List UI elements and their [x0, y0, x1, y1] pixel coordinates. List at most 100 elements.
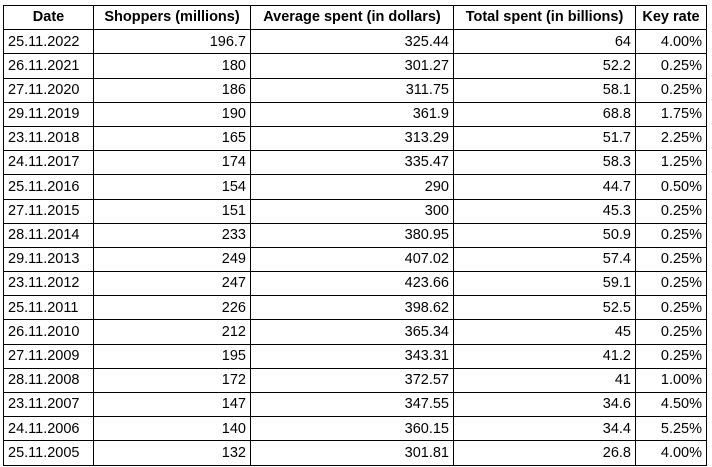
shoppers-cell[interactable]: 249	[93, 246, 251, 273]
header-key-rate[interactable]: Key rate	[635, 4, 707, 31]
date-cell[interactable]: 24.11.2006	[3, 416, 94, 442]
header-average-spent[interactable]: Average spent (in dollars)	[250, 4, 454, 31]
shoppers-cell[interactable]: 233	[93, 222, 251, 248]
total-spent-cell[interactable]: 41.2	[453, 343, 636, 369]
shoppers-cell[interactable]: 151	[93, 198, 251, 224]
average-spent-cell[interactable]: 343.31	[250, 343, 454, 369]
key-rate-cell[interactable]: 0.25%	[635, 271, 707, 297]
shoppers-cell[interactable]: 212	[93, 319, 251, 345]
date-cell[interactable]: 25.11.2011	[3, 295, 94, 321]
key-rate-cell[interactable]: 4.50%	[635, 391, 707, 418]
key-rate-cell[interactable]: 0.25%	[635, 198, 707, 224]
date-cell[interactable]: 29.11.2013	[3, 246, 94, 273]
date-cell[interactable]: 27.11.2015	[3, 198, 94, 224]
key-rate-cell[interactable]: 0.25%	[635, 222, 707, 248]
total-spent-cell[interactable]: 52.2	[453, 53, 636, 79]
shoppers-cell[interactable]: 196.7	[93, 29, 251, 55]
total-spent-cell[interactable]: 51.7	[453, 125, 636, 152]
shoppers-cell[interactable]: 247	[93, 271, 251, 297]
average-spent-cell[interactable]: 372.57	[250, 367, 454, 394]
total-spent-cell[interactable]: 26.8	[453, 440, 636, 466]
average-spent-cell[interactable]: 360.15	[250, 416, 454, 442]
shoppers-cell[interactable]: 174	[93, 150, 251, 176]
total-spent-cell[interactable]: 45.3	[453, 198, 636, 224]
average-spent-cell[interactable]: 365.34	[250, 319, 454, 345]
key-rate-cell[interactable]: 5.25%	[635, 416, 707, 442]
header-total-spent[interactable]: Total spent (in billions)	[453, 4, 636, 31]
key-rate-cell[interactable]: 1.75%	[635, 101, 707, 127]
total-spent-cell[interactable]: 52.5	[453, 295, 636, 321]
date-cell[interactable]: 27.11.2020	[3, 77, 94, 103]
date-cell[interactable]: 29.11.2019	[3, 101, 94, 127]
total-spent-cell[interactable]: 50.9	[453, 222, 636, 248]
key-rate-cell[interactable]: 0.50%	[635, 174, 707, 200]
date-cell[interactable]: 26.11.2021	[3, 53, 94, 79]
average-spent-cell[interactable]: 313.29	[250, 125, 454, 152]
average-spent-cell[interactable]: 301.81	[250, 440, 454, 466]
average-spent-cell[interactable]: 407.02	[250, 246, 454, 273]
header-shoppers[interactable]: Shoppers (millions)	[93, 4, 251, 31]
total-spent-cell[interactable]: 57.4	[453, 246, 636, 273]
shoppers-cell[interactable]: 165	[93, 125, 251, 152]
spreadsheet: Date Shoppers (millions) Average spent (…	[3, 4, 707, 466]
average-spent-cell[interactable]: 423.66	[250, 271, 454, 297]
total-spent-cell[interactable]: 41	[453, 367, 636, 394]
shoppers-cell[interactable]: 147	[93, 391, 251, 418]
table-row: 26.11.2010 212 365.34 45 0.25%	[3, 319, 707, 345]
total-spent-cell[interactable]: 34.4	[453, 416, 636, 442]
table-row: 25.11.2011 226 398.62 52.5 0.25%	[3, 295, 707, 321]
total-spent-cell[interactable]: 59.1	[453, 271, 636, 297]
average-spent-cell[interactable]: 335.47	[250, 150, 454, 176]
average-spent-cell[interactable]: 290	[250, 174, 454, 200]
key-rate-cell[interactable]: 1.00%	[635, 367, 707, 394]
date-cell[interactable]: 25.11.2022	[3, 29, 94, 55]
average-spent-cell[interactable]: 361.9	[250, 101, 454, 127]
date-cell[interactable]: 28.11.2014	[3, 222, 94, 248]
key-rate-cell[interactable]: 2.25%	[635, 125, 707, 152]
total-spent-cell[interactable]: 58.3	[453, 150, 636, 176]
total-spent-cell[interactable]: 34.6	[453, 391, 636, 418]
total-spent-cell[interactable]: 68.8	[453, 101, 636, 127]
date-cell[interactable]: 24.11.2017	[3, 150, 94, 176]
key-rate-cell[interactable]: 4.00%	[635, 440, 707, 466]
table-body: 25.11.2022 196.7 325.44 64 4.00% 26.11.2021 18…	[3, 29, 707, 466]
key-rate-cell[interactable]: 4.00%	[635, 29, 707, 55]
average-spent-cell[interactable]: 347.55	[250, 391, 454, 418]
key-rate-cell[interactable]: 0.25%	[635, 53, 707, 79]
shoppers-cell[interactable]: 186	[93, 77, 251, 103]
key-rate-cell[interactable]: 0.25%	[635, 295, 707, 321]
shoppers-cell[interactable]: 140	[93, 416, 251, 442]
header-date[interactable]: Date	[3, 4, 94, 31]
total-spent-cell[interactable]: 64	[453, 29, 636, 55]
shoppers-cell[interactable]: 154	[93, 174, 251, 200]
key-rate-cell[interactable]: 1.25%	[635, 150, 707, 176]
key-rate-cell[interactable]: 0.25%	[635, 77, 707, 103]
date-cell[interactable]: 26.11.2010	[3, 319, 94, 345]
date-cell[interactable]: 25.11.2005	[3, 440, 94, 466]
shoppers-cell[interactable]: 172	[93, 367, 251, 394]
shoppers-cell[interactable]: 132	[93, 440, 251, 466]
key-rate-cell[interactable]: 0.25%	[635, 319, 707, 345]
average-spent-cell[interactable]: 380.95	[250, 222, 454, 248]
table-row: 29.11.2019 190 361.9 68.8 1.75%	[3, 101, 707, 127]
shoppers-cell[interactable]: 190	[93, 101, 251, 127]
date-cell[interactable]: 23.11.2012	[3, 271, 94, 297]
total-spent-cell[interactable]: 58.1	[453, 77, 636, 103]
date-cell[interactable]: 27.11.2009	[3, 343, 94, 369]
average-spent-cell[interactable]: 311.75	[250, 77, 454, 103]
total-spent-cell[interactable]: 45	[453, 319, 636, 345]
shoppers-cell[interactable]: 180	[93, 53, 251, 79]
average-spent-cell[interactable]: 300	[250, 198, 454, 224]
date-cell[interactable]: 28.11.2008	[3, 367, 94, 394]
date-cell[interactable]: 23.11.2007	[3, 391, 94, 418]
average-spent-cell[interactable]: 398.62	[250, 295, 454, 321]
shoppers-cell[interactable]: 195	[93, 343, 251, 369]
key-rate-cell[interactable]: 0.25%	[635, 246, 707, 273]
average-spent-cell[interactable]: 325.44	[250, 29, 454, 55]
average-spent-cell[interactable]: 301.27	[250, 53, 454, 79]
shoppers-cell[interactable]: 226	[93, 295, 251, 321]
date-cell[interactable]: 25.11.2016	[3, 174, 94, 200]
date-cell[interactable]: 23.11.2018	[3, 125, 94, 152]
key-rate-cell[interactable]: 0.25%	[635, 343, 707, 369]
total-spent-cell[interactable]: 44.7	[453, 174, 636, 200]
